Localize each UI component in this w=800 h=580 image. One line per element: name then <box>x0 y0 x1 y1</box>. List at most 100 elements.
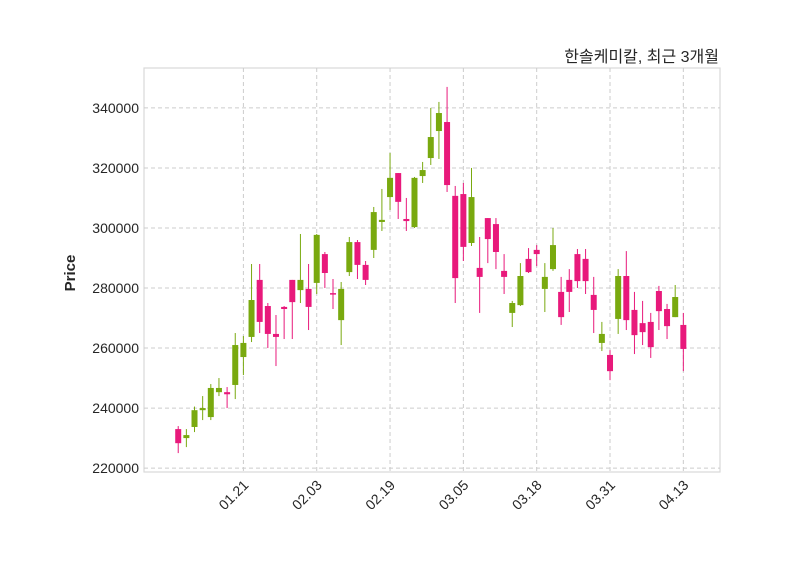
y-tick-label: 340000 <box>92 100 139 116</box>
candle-body <box>672 297 679 318</box>
candle-down <box>305 263 312 331</box>
candle-down <box>680 312 687 372</box>
candle-down <box>362 260 369 286</box>
candle-up <box>672 285 679 318</box>
candle-down <box>574 248 581 289</box>
x-tick-label: 01.21 <box>215 477 251 513</box>
candle-body <box>525 258 532 273</box>
candle-down <box>533 245 540 267</box>
candles <box>175 86 687 454</box>
candle-body <box>517 276 524 306</box>
candle-down <box>289 279 296 340</box>
candle-body <box>183 435 190 439</box>
candle-up <box>549 227 556 271</box>
candle-body <box>224 392 231 395</box>
candle-body <box>484 218 491 240</box>
candle-body <box>289 279 296 303</box>
candle-body <box>664 309 671 327</box>
y-tick-label: 280000 <box>92 280 139 296</box>
candle-body <box>680 324 687 349</box>
candle-body <box>476 267 483 277</box>
candle-body <box>305 288 312 307</box>
candle-up <box>509 300 516 328</box>
candle-down <box>655 285 662 331</box>
y-tick-label: 220000 <box>92 460 139 476</box>
x-tick-label: 04.13 <box>655 477 691 513</box>
candle-up <box>297 233 304 304</box>
y-axis-ticks: 220000 240000 260000 280000 300000 320000 3400… <box>92 100 139 476</box>
candle-down <box>476 236 483 313</box>
candle-body <box>631 309 638 336</box>
candle-down <box>460 182 467 261</box>
candle-up <box>541 263 548 313</box>
y-tick-label: 260000 <box>92 340 139 356</box>
candle-body <box>346 242 353 273</box>
x-tick-label: 02.19 <box>362 477 398 513</box>
x-tick-label: 03.05 <box>435 477 471 513</box>
x-tick-label: 02.03 <box>289 477 325 513</box>
candle-down <box>444 86 451 192</box>
candle-body <box>264 306 271 334</box>
candle-down <box>631 291 638 355</box>
candle-down <box>525 248 532 274</box>
candle-down <box>264 303 271 349</box>
candle-down <box>647 312 654 358</box>
candle-body <box>566 279 573 292</box>
candle-body <box>598 333 605 343</box>
y-axis-label: Price <box>62 255 79 292</box>
candle-body <box>607 354 614 372</box>
candle-body <box>549 245 556 270</box>
candle-body <box>452 195 459 279</box>
candle-body <box>248 300 255 337</box>
candle-body <box>191 410 198 427</box>
candle-up <box>232 333 239 400</box>
candle-body <box>175 429 182 444</box>
candle-down <box>566 269 573 313</box>
candle-up <box>517 263 524 307</box>
candle-down <box>281 306 288 340</box>
grid-lines <box>144 68 720 472</box>
candle-body <box>362 264 369 280</box>
candle-body <box>492 224 499 252</box>
candle-up <box>419 161 426 183</box>
candle-body <box>639 323 646 333</box>
candle-down <box>403 197 410 231</box>
candle-down <box>484 218 491 264</box>
candle-down <box>272 315 279 367</box>
candle-down <box>582 248 589 295</box>
candle-body <box>411 177 418 228</box>
candle-body <box>403 218 410 222</box>
x-tick-label: 03.18 <box>509 477 545 513</box>
candle-body <box>378 219 385 222</box>
candle-down <box>501 254 508 295</box>
candle-body <box>387 177 394 198</box>
candle-up <box>207 384 214 421</box>
candle-up <box>370 206 377 258</box>
y-tick-label: 240000 <box>92 400 139 416</box>
candle-up <box>248 263 255 343</box>
x-axis-ticks: 01.21 02.03 02.19 03.05 03.18 03.31 04.13 <box>215 477 691 513</box>
candle-body <box>313 234 320 283</box>
candle-up <box>427 107 434 165</box>
x-tick-label: 03.31 <box>582 477 618 513</box>
candle-body <box>574 254 581 282</box>
candle-up <box>191 406 198 433</box>
candle-up <box>240 336 247 376</box>
candle-body <box>370 212 377 250</box>
plot-area <box>143 67 721 473</box>
candle-down <box>664 303 671 340</box>
candle-body <box>215 387 222 393</box>
candle-body <box>444 122 451 186</box>
candle-down <box>321 251 328 289</box>
candle-body <box>558 291 565 318</box>
candle-body <box>541 276 548 289</box>
candle-body <box>615 276 622 319</box>
chart-title: 한솔케미칼, 최근 3개월 <box>564 48 719 66</box>
candle-body <box>623 276 630 321</box>
y-tick-label: 320000 <box>92 160 139 176</box>
candle-up <box>378 188 385 231</box>
candle-body <box>468 197 475 243</box>
candle-up <box>215 378 222 397</box>
candle-down <box>607 350 614 381</box>
candle-up <box>598 321 605 352</box>
